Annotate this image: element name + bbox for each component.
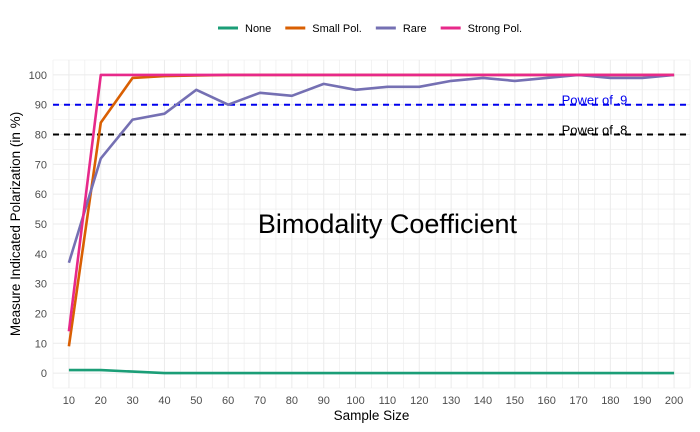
x-tick-label: 150 <box>506 395 524 407</box>
x-tick-label: 90 <box>318 395 330 407</box>
x-tick-label: 30 <box>127 395 139 407</box>
x-tick-label: 120 <box>410 395 428 407</box>
x-tick-label: 80 <box>286 395 298 407</box>
x-tick-label: 70 <box>254 395 266 407</box>
x-tick-label: 40 <box>158 395 170 407</box>
x-axis-title: Sample Size <box>334 408 410 423</box>
x-tick-label: 110 <box>379 395 397 407</box>
legend-label: Rare <box>403 23 427 35</box>
x-tick-label: 100 <box>346 395 364 407</box>
legend: None Small Pol. Rare Strong Pol. <box>218 23 522 35</box>
y-tick-label: 80 <box>35 130 47 142</box>
legend-label: None <box>245 23 271 35</box>
y-tick-label: 20 <box>35 308 47 320</box>
y-tick-labels: 0 10 20 30 40 50 60 70 80 90 100 <box>29 70 47 380</box>
x-tick-label: 170 <box>569 395 587 407</box>
y-tick-label: 90 <box>35 100 47 112</box>
x-tick-label: 160 <box>537 395 555 407</box>
y-tick-label: 100 <box>29 70 47 82</box>
x-tick-labels: 10 20 30 40 50 60 70 80 90 100 110 120 130 140 150 160 1… <box>63 395 683 407</box>
x-tick-label: 140 <box>474 395 492 407</box>
reference-line-label: Power of .9 <box>562 93 628 108</box>
y-tick-label: 40 <box>35 249 47 261</box>
y-tick-label: 50 <box>35 219 47 231</box>
y-axis-title: Measure Indicated Polarization (in %) <box>8 112 23 336</box>
series-line-none <box>68 368 675 375</box>
x-tick-label: 50 <box>190 395 202 407</box>
x-tick-label: 10 <box>63 395 75 407</box>
annotations: Bimodality Coefficient <box>258 209 518 239</box>
x-tick-label: 190 <box>633 395 651 407</box>
legend-label: Small Pol. <box>312 23 362 35</box>
x-tick-label: 20 <box>95 395 107 407</box>
y-tick-label: 60 <box>35 189 47 201</box>
series-line-strong-pol <box>67 73 675 332</box>
y-tick-label: 0 <box>41 368 47 380</box>
x-tick-label: 130 <box>442 395 460 407</box>
y-tick-label: 70 <box>35 159 47 171</box>
legend-label: Strong Pol. <box>468 23 522 35</box>
x-tick-label: 60 <box>222 395 234 407</box>
x-tick-label: 180 <box>601 395 619 407</box>
reference-line-label: Power of .8 <box>562 123 628 138</box>
y-tick-label: 30 <box>35 279 47 291</box>
reference-lines <box>53 103 690 136</box>
series-lines <box>67 73 675 375</box>
x-tick-label: 200 <box>665 395 683 407</box>
y-tick-label: 10 <box>35 338 47 350</box>
chart-annotation: Bimodality Coefficient <box>258 209 518 239</box>
reference-labels: Power of .9 Power of .8 <box>562 93 628 138</box>
